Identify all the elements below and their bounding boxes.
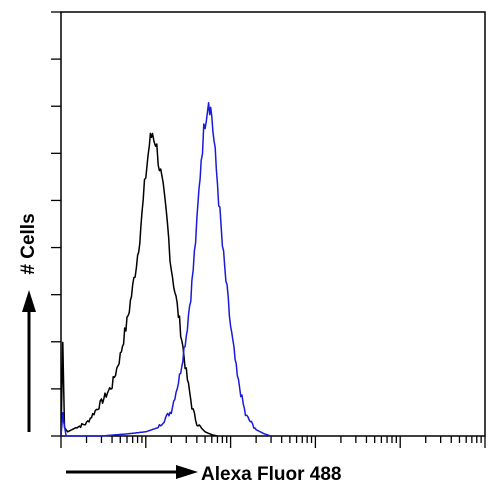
series-layer xyxy=(60,102,272,437)
series-line-1 xyxy=(60,132,218,437)
plot-frame xyxy=(60,11,486,437)
series-line-2 xyxy=(60,102,272,437)
y-axis-arrow-head xyxy=(22,290,36,312)
x-axis-label: Alexa Fluor 488 xyxy=(201,464,341,485)
y-axis-ticks xyxy=(51,11,61,437)
x-axis-arrow-head xyxy=(176,465,198,479)
x-axis-ticks xyxy=(60,436,486,448)
y-axis-label: # Cells xyxy=(18,213,39,274)
